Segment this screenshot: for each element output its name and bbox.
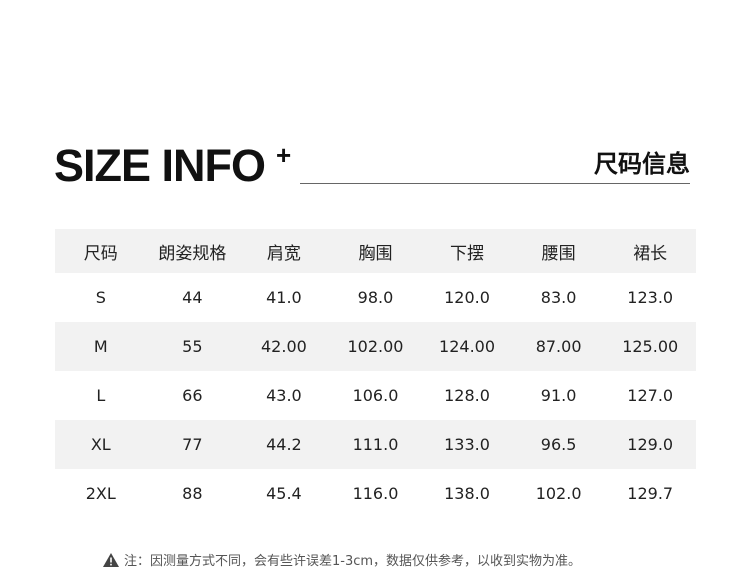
table-cell: 44 xyxy=(182,288,203,307)
table-cell: 胸围 xyxy=(329,229,422,273)
table-cell: 55 xyxy=(146,322,239,371)
table-cell: XL xyxy=(55,420,147,469)
table-cell: 128.0 xyxy=(444,386,490,405)
table-cell: 尺码 xyxy=(55,229,147,273)
table-cell: 124.00 xyxy=(421,322,513,371)
table-cell: 133.0 xyxy=(421,420,513,469)
table-cell: 裙长 xyxy=(604,229,696,273)
table-cell: L xyxy=(96,386,106,405)
size-table: 尺码 朗姿规格 肩宽 胸围 下摆 腰围 裙长 S 44 41.0 98.0 120.0 83.0 123.… xyxy=(55,229,696,518)
table-cell: S xyxy=(95,288,106,307)
table-cell: 123.0 xyxy=(627,288,674,307)
table-cell: 102.0 xyxy=(535,484,582,503)
table-cell: 102.00 xyxy=(329,322,422,371)
table-cell: 127.0 xyxy=(627,386,674,405)
table-cell: 91.0 xyxy=(540,386,577,405)
table-row: M 55 42.00 102.00 124.00 87.00 125.00 xyxy=(55,322,696,371)
table-row: 2XL 88 45.4 116.0 138.0 102.0 129.7 xyxy=(55,469,696,518)
page-title: SIZE INFO xyxy=(54,140,266,191)
table-cell: 66 xyxy=(182,386,203,405)
table-cell: 77 xyxy=(146,420,239,469)
divider xyxy=(300,183,690,184)
table-cell: 116.0 xyxy=(352,484,399,503)
table-cell: M xyxy=(55,322,147,371)
table-cell: 42.00 xyxy=(238,322,330,371)
page-title-cn: 尺码信息 xyxy=(594,150,690,178)
note: 注：因测量方式不同，会有些许误差1-3cm，数据仅供参考，以收到实物为准。 xyxy=(103,550,581,569)
table-cell: 2XL xyxy=(85,484,116,503)
table-cell: 88 xyxy=(182,484,203,503)
table-row: XL 77 44.2 111.0 133.0 96.5 129.0 xyxy=(55,420,696,469)
warning-icon xyxy=(103,552,119,567)
table-cell: 45.4 xyxy=(266,484,302,503)
table-cell: 138.0 xyxy=(444,484,490,503)
table-cell: 120.0 xyxy=(444,288,490,307)
table-cell: 98.0 xyxy=(357,288,394,307)
table-cell: 腰围 xyxy=(512,229,605,273)
table-cell: 87.00 xyxy=(512,322,605,371)
table-cell: 下摆 xyxy=(421,229,513,273)
table-cell: 129.7 xyxy=(627,484,674,503)
plus-icon: + xyxy=(276,140,292,170)
header-row: 尺码 朗姿规格 肩宽 胸围 下摆 腰围 裙长 xyxy=(55,229,696,273)
table-cell: 125.00 xyxy=(604,322,696,371)
table-cell: 111.0 xyxy=(329,420,422,469)
table-cell: 129.0 xyxy=(604,420,696,469)
table-row: S 44 41.0 98.0 120.0 83.0 123.0 xyxy=(55,273,696,322)
table-cell: 43.0 xyxy=(266,386,302,405)
table-cell: 41.0 xyxy=(266,288,302,307)
table-cell: 朗姿规格 xyxy=(146,229,239,273)
table-cell: 96.5 xyxy=(512,420,605,469)
note-text: 注：因测量方式不同，会有些许误差1-3cm，数据仅供参考，以收到实物为准。 xyxy=(124,554,582,569)
table-cell: 肩宽 xyxy=(238,229,330,273)
table-cell: 44.2 xyxy=(238,420,330,469)
table-cell: 83.0 xyxy=(540,288,577,307)
table-row: L 66 43.0 106.0 128.0 91.0 127.0 xyxy=(55,371,696,420)
table-cell: 106.0 xyxy=(352,386,399,405)
